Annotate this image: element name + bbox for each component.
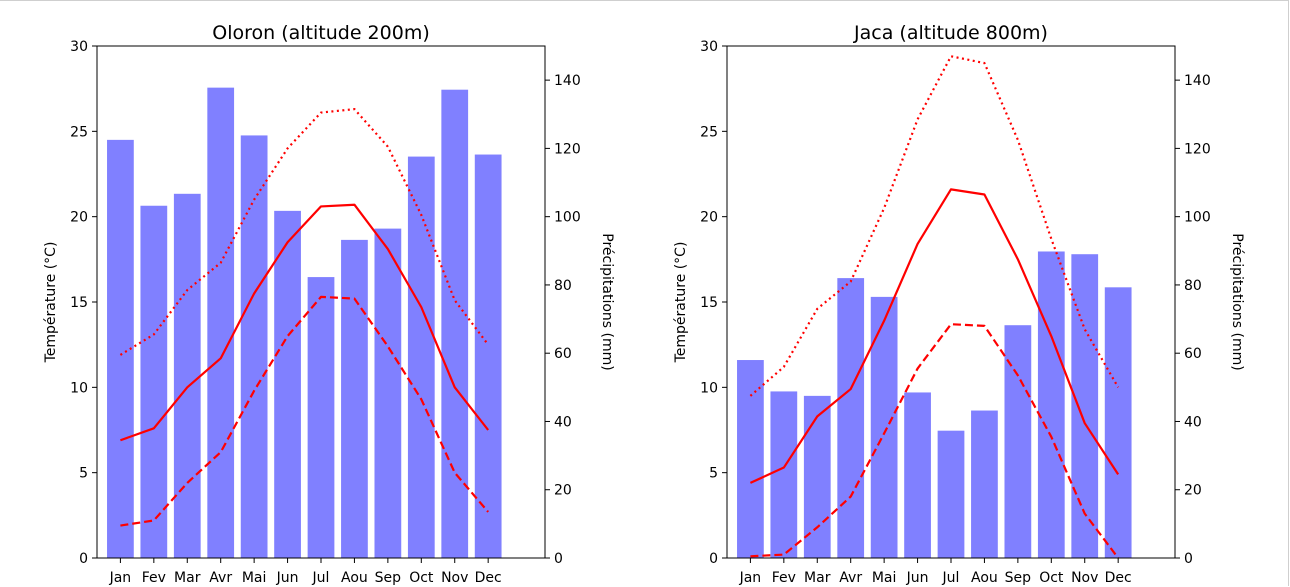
- y-tick-label: 10: [70, 380, 88, 396]
- x-tick-label: Oct: [1039, 570, 1064, 586]
- y-tick-label: 15: [700, 295, 718, 311]
- x-tick-label: Nov: [441, 570, 468, 586]
- precip-bar-aou: [341, 239, 368, 558]
- precip-bar-mar: [173, 193, 201, 559]
- precip-bar-jun: [274, 210, 301, 559]
- temp-line-solid: [120, 203, 490, 442]
- x-tick-label: Jan: [109, 570, 132, 586]
- temp-line-dotted: [749, 55, 1120, 397]
- y-tick-label: 5: [709, 466, 718, 482]
- y-tick-label: 25: [700, 124, 718, 140]
- precip-bar-dec: [474, 154, 502, 559]
- y-axis-label: Température (°C): [673, 242, 689, 364]
- y2-tick-label: 60: [1184, 346, 1202, 362]
- temp-line-dashed: [750, 323, 1120, 559]
- y2-tick-label: 40: [1184, 414, 1202, 430]
- x-tick-label: Sep: [1005, 570, 1032, 586]
- chart-panel-oloron: 0 5 10 15 20 25 30 0 20 40 60 80 100 120 140 Jan Fev Mar A…: [43, 22, 615, 586]
- y2-tick-label: 120: [1184, 141, 1211, 157]
- x-tick-label: Jul: [942, 570, 960, 586]
- x-tick-label: Sep: [375, 570, 402, 586]
- x-tick-label: Jun: [276, 570, 299, 586]
- y2-tick-label: 0: [554, 551, 563, 567]
- chart-panel-jaca: 0 5 10 15 20 25 30 0 20 40 60 80 100 120 140 Jan Fev Mar A…: [673, 22, 1245, 586]
- precip-bar-mar: [803, 395, 831, 558]
- precip-bar-dec: [1104, 287, 1132, 558]
- y-tick-label: 30: [700, 39, 718, 55]
- y2-tick-label: 20: [554, 483, 572, 499]
- precip-bar-jan: [737, 360, 764, 558]
- x-tick-label: Mai: [242, 570, 267, 586]
- y-tick-label: 0: [79, 551, 88, 567]
- x-tick-label: Avr: [839, 570, 862, 586]
- y-tick-label: 30: [70, 39, 88, 55]
- temp-line-dashed: [120, 295, 489, 527]
- x-tick-label: Mar: [804, 570, 831, 586]
- x-tick-label: Oct: [409, 570, 434, 586]
- y-tick-label: 25: [70, 124, 88, 140]
- y-tick-label: 10: [700, 380, 718, 396]
- precip-bar-jul: [937, 430, 965, 558]
- x-tick-label: Dec: [1105, 570, 1132, 586]
- y-tick-label: 20: [700, 210, 718, 226]
- chart-title: Jaca (altitude 800m): [853, 22, 1048, 44]
- x-tick-label: Aou: [971, 570, 998, 586]
- x-tick-label: Jul: [312, 570, 330, 586]
- y-tick-label: 20: [70, 210, 88, 226]
- x-tick-label: Mar: [174, 570, 201, 586]
- y2-tick-label: 0: [1184, 551, 1193, 567]
- precip-bar-fev: [770, 391, 798, 558]
- y2-tick-label: 20: [1184, 483, 1202, 499]
- x-tick-label: Mai: [872, 570, 897, 586]
- precip-bar-oct: [1037, 251, 1065, 559]
- y2-tick-label: 140: [1184, 73, 1211, 89]
- precip-bar-mai: [240, 135, 268, 558]
- precip-bar-jul: [307, 277, 335, 558]
- x-tick-label: Aou: [341, 570, 368, 586]
- x-tick-label: Avr: [209, 570, 232, 586]
- y-axis-label: Température (°C): [43, 242, 59, 364]
- y2-tick-label: 80: [1184, 278, 1202, 294]
- precip-bar-jun: [904, 392, 931, 558]
- y-tick-label: 15: [70, 295, 88, 311]
- y2-tick-label: 60: [554, 346, 572, 362]
- y2-tick-label: 100: [554, 210, 581, 226]
- y2-tick-label: 100: [1184, 210, 1211, 226]
- precip-bar-jan: [107, 139, 134, 558]
- y2-tick-label: 120: [554, 141, 581, 157]
- precip-bar-sep: [374, 228, 402, 559]
- temp-line-solid: [749, 188, 1120, 484]
- precip-bar-mai: [870, 296, 898, 558]
- y2-tick-label: 40: [554, 414, 572, 430]
- precip-bar-oct: [407, 156, 435, 558]
- chart-title: Oloron (altitude 200m): [212, 22, 430, 44]
- precip-bar-aou: [971, 410, 998, 558]
- x-tick-label: Jan: [739, 570, 762, 586]
- precip-bar-nov: [441, 89, 469, 558]
- precip-bar-avr: [837, 278, 865, 558]
- y-tick-label: 0: [709, 551, 718, 567]
- y2-tick-label: 80: [554, 278, 572, 294]
- precip-bar-avr: [207, 87, 235, 558]
- x-tick-label: Fev: [772, 570, 796, 586]
- x-tick-label: Jun: [906, 570, 929, 586]
- y2-tick-label: 140: [554, 73, 581, 89]
- x-tick-label: Fev: [142, 570, 166, 586]
- y-tick-label: 5: [79, 466, 88, 482]
- precip-bar-fev: [140, 205, 168, 559]
- y2-axis-label: Précipitations (mm): [599, 233, 615, 370]
- y2-axis-label: Précipitations (mm): [1229, 233, 1245, 370]
- x-tick-label: Dec: [475, 570, 502, 586]
- x-tick-label: Nov: [1071, 570, 1098, 586]
